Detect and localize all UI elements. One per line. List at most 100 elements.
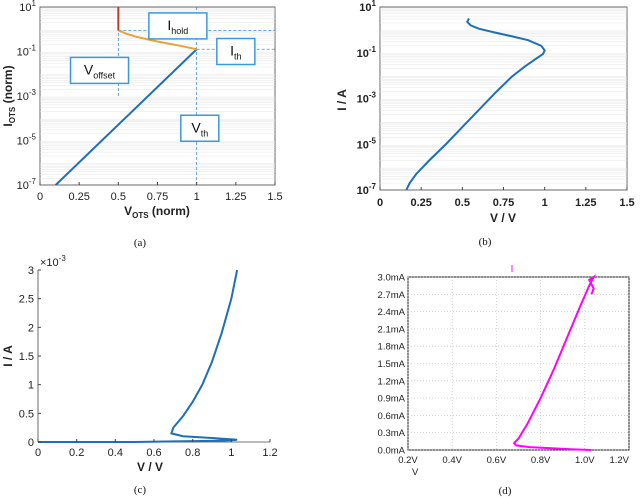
panel-d-y-ticks: 0.0mA 0.3mA 0.6mA 0.9mA 1.2mA 1.5mA 1.8mA 2.1mA… <box>378 273 406 457</box>
panel-b-ylabel: I / A <box>335 89 349 111</box>
panel-b: 0 0.25 0.5 0.75 1 1.25 1.5 10-7 10-5 10-3 10-1 101… <box>335 0 635 248</box>
panel-a-annotations: Ihold Ith Voffset Vth <box>69 12 256 143</box>
panel-a-series <box>54 7 198 186</box>
x-tick-label: 0.25 <box>410 197 431 209</box>
x-tick-label: 0 <box>35 447 41 459</box>
x-tick-label: 1.2V <box>609 455 629 466</box>
y-tick-label: 101 <box>359 0 376 14</box>
y-tick-label: 10-1 <box>17 44 37 59</box>
series-line <box>405 18 546 191</box>
x-tick-label: 1 <box>194 191 200 203</box>
annotation-box: Voffset <box>69 56 130 85</box>
x-tick-label: 0 <box>37 191 43 203</box>
annotation-label: Voffset <box>84 61 116 80</box>
panel-b-series <box>405 18 546 191</box>
x-tick-label: 0.8V <box>531 455 551 466</box>
x-tick-label: 0.4 <box>108 447 123 459</box>
annotation-box: Ith <box>216 37 256 66</box>
y-tick-label: 0.0mA <box>378 446 406 457</box>
panel-c-caption: (c) <box>134 484 147 496</box>
annotation-frame <box>148 12 208 40</box>
panel-b-y-ticks: 10-7 10-5 10-3 10-1 101 <box>357 0 377 197</box>
y-tick-label: 2.7mA <box>378 290 406 301</box>
panel-a-ylabel: IOTS (norm) <box>1 65 17 126</box>
x-tick-label: 1 <box>542 197 548 209</box>
y-tick-label: 0.5 <box>19 408 34 420</box>
x-tick-label: 1.25 <box>225 191 246 203</box>
annotation-frame <box>69 56 130 85</box>
x-tick-label: 0.5 <box>455 197 470 209</box>
y-tick-label: 10-1 <box>357 45 377 60</box>
y-tick-label: 2.4mA <box>378 307 406 318</box>
y-tick-label: 10-5 <box>17 133 37 148</box>
panel-b-xlabel: V / V <box>490 211 516 225</box>
panel-d-legend-glyph: I <box>511 264 514 275</box>
panel-b-x-ticks: 0 0.25 0.5 0.75 1 1.25 1.5 <box>377 187 635 209</box>
x-tick-label: 0.75 <box>147 191 168 203</box>
y-tick-label: 0.3mA <box>378 428 406 439</box>
series-line <box>54 48 198 186</box>
annotation-label: Vth <box>191 119 208 138</box>
panel-b-grid <box>380 7 627 184</box>
x-tick-label: 0.6 <box>146 447 161 459</box>
x-tick-label: 0.25 <box>68 191 89 203</box>
y-tick-label: 10-7 <box>17 177 37 192</box>
panel-c-ylabel: I / A <box>1 345 15 367</box>
series-line <box>512 274 597 451</box>
y-tick-label: 2.5 <box>19 294 34 306</box>
panel-c: 0 0.2 0.4 0.6 0.8 1 1.2 0 0.5 1 1.5 2 2.5 3 ×10-3 V … <box>1 254 278 496</box>
series-line <box>117 29 197 51</box>
y-tick-label: 1.8mA <box>378 342 406 353</box>
panel-d-grid <box>407 276 630 451</box>
x-tick-label: 1.5 <box>267 191 282 203</box>
annotation-box: Ihold <box>148 12 208 40</box>
y-tick-label: 0.9mA <box>378 394 406 405</box>
panel-a-y-ticks: 10-7 10-5 10-3 10-1 101 <box>17 0 37 192</box>
panel-c-y-multiplier: ×10-3 <box>40 254 66 269</box>
panel-a-x-ticks: 0 0.25 0.5 0.75 1 1.25 1.5 <box>37 182 283 203</box>
panel-c-x-ticks: 0 0.2 0.4 0.6 0.8 1 1.2 <box>35 439 278 459</box>
panel-c-xlabel: V / V <box>137 460 163 474</box>
panel-d-series <box>512 274 597 451</box>
y-tick-label: 10-3 <box>17 88 37 103</box>
x-tick-label: 1.0V <box>575 455 595 466</box>
annotation-frame <box>216 37 256 66</box>
panel-a-caption: (a) <box>134 237 147 249</box>
annotation-label: Ith <box>230 43 241 62</box>
y-tick-label: 1.5 <box>19 351 34 363</box>
series-line <box>38 269 239 443</box>
panel-d: 0.2V 0.4V 0.6V 0.8V 1.0V 1.2V 0.0mA 0.3mA 0.6mA… <box>378 264 630 497</box>
x-tick-label: 0.75 <box>493 197 514 209</box>
panel-a: 0 0.25 0.5 0.75 1 1.25 1.5 10-7 10-5 10-3 10-1 101… <box>1 0 283 249</box>
panel-c-series <box>38 269 239 443</box>
y-tick-label: 1.2mA <box>378 376 406 387</box>
y-tick-label: 0 <box>28 437 34 449</box>
x-tick-label: 0.2V <box>398 455 418 466</box>
panel-c-y-ticks: 0 0.5 1 1.5 2 2.5 3 <box>19 265 41 449</box>
y-tick-label: 3.0mA <box>378 273 406 284</box>
y-tick-label: 3 <box>28 265 34 277</box>
panel-d-xlabel: V <box>412 467 419 478</box>
panel-a-guides <box>117 7 275 185</box>
y-tick-label: 2 <box>28 322 34 334</box>
x-tick-label: 1 <box>228 447 234 459</box>
panel-b-caption: (b) <box>479 236 492 248</box>
panel-a-xlabel: VOTS (norm) <box>124 204 190 220</box>
x-tick-label: 0.2 <box>69 447 84 459</box>
panel-d-x-ticks: 0.2V 0.4V 0.6V 0.8V 1.0V 1.2V <box>398 455 629 466</box>
x-tick-label: 1.25 <box>575 197 596 209</box>
x-tick-label: 0.4V <box>442 455 462 466</box>
x-tick-label: 0.6V <box>487 455 507 466</box>
y-tick-label: 101 <box>19 0 36 14</box>
y-tick-label: 2.1mA <box>378 324 406 335</box>
y-tick-label: 1 <box>28 380 34 392</box>
y-tick-label: 0.6mA <box>378 411 406 422</box>
y-tick-label: 10-3 <box>357 91 377 106</box>
y-tick-label: 10-7 <box>357 182 377 197</box>
x-tick-label: 1.5 <box>619 197 634 209</box>
x-tick-label: 0 <box>377 197 383 209</box>
annotation-box: Vth <box>180 114 220 143</box>
x-tick-label: 1.2 <box>262 447 277 459</box>
annotation-frame <box>180 114 220 143</box>
